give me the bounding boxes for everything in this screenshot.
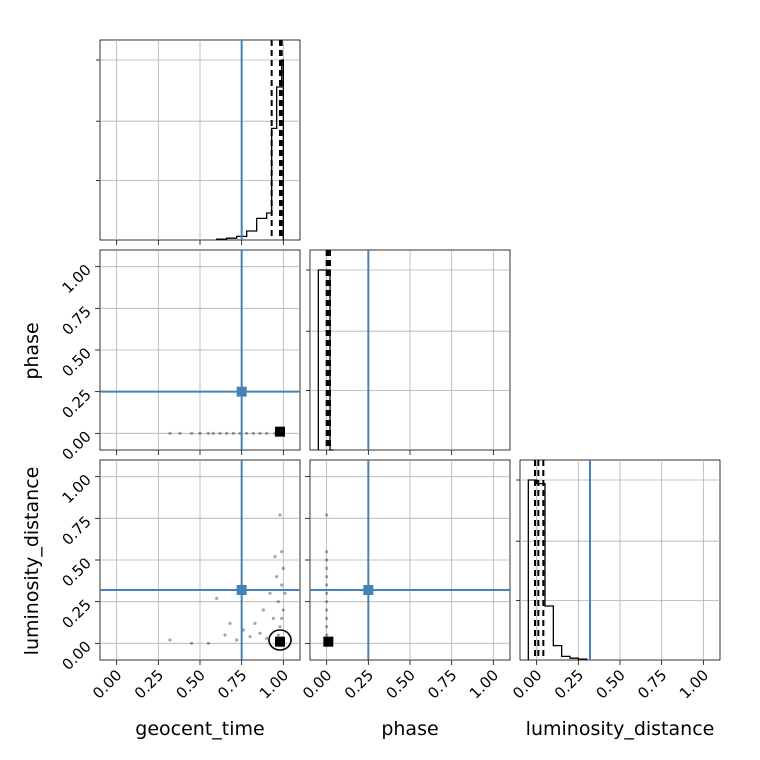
x-axis-label-geocent-time: geocent_time <box>135 718 264 740</box>
sample-point <box>276 600 280 604</box>
sample-point <box>218 431 222 435</box>
sample-point <box>325 625 329 629</box>
y-axis-label-luminosity-distance: luminosity_distance <box>21 467 43 656</box>
sample-point <box>198 431 202 435</box>
sample-point <box>325 558 329 562</box>
x-tick-label: 0.00 <box>299 666 335 702</box>
sample-point <box>325 513 329 517</box>
y-tick-label: 0.75 <box>58 302 94 338</box>
sample-point <box>178 431 182 435</box>
sample-point <box>275 575 279 579</box>
sample-point <box>273 555 277 559</box>
sample-point <box>245 431 249 435</box>
y-tick-label: 0.75 <box>58 512 94 548</box>
sample-point <box>206 641 210 645</box>
sample-point <box>206 431 210 435</box>
sample-point <box>190 431 194 435</box>
x-tick-label: 0.00 <box>509 666 545 702</box>
y-tick-label: 1.00 <box>58 471 94 507</box>
y-tick-label: 0.00 <box>58 637 94 673</box>
x-tick-label: 0.00 <box>89 666 125 702</box>
sample-point <box>265 636 269 640</box>
sample-point <box>280 616 284 620</box>
sample-point <box>325 583 329 587</box>
sample-point <box>268 591 272 595</box>
sample-point <box>261 608 265 612</box>
histogram-luminosity_distance <box>527 479 588 660</box>
y-tick-label: 0.25 <box>58 596 94 632</box>
x-tick-label: 1.00 <box>256 666 292 702</box>
density-peak <box>275 636 285 647</box>
x-tick-label: 0.50 <box>382 666 418 702</box>
x-tick-label: 0.25 <box>551 666 587 702</box>
density-peak <box>323 636 334 647</box>
sample-point <box>281 608 285 612</box>
y-tick-label: 0.50 <box>58 344 94 380</box>
panel-geocent_time-hist <box>96 39 301 245</box>
panel-geocent_time-vs-phase: 0.00 0.25 0.50 0.75 1.00 <box>58 249 301 464</box>
truth-marker <box>236 386 247 397</box>
sample-point <box>325 608 329 612</box>
y-tick-label: 1.00 <box>58 261 94 297</box>
density-peak <box>275 426 285 437</box>
sample-point <box>251 431 255 435</box>
sample-point <box>248 635 252 639</box>
sample-point <box>168 431 172 435</box>
sample-point <box>231 431 235 435</box>
x-axis-label-luminosity-distance: luminosity_distance <box>526 718 715 740</box>
sample-point <box>325 550 329 554</box>
y-axis-label-phase: phase <box>21 322 43 379</box>
sample-point <box>325 633 329 637</box>
panel-geocent_time-vs-luminosity_distance: 0.000.000.250.250.500.500.750.751.001.00 <box>58 459 301 702</box>
y-tick-label: 0.25 <box>58 386 94 422</box>
x-tick-label: 0.75 <box>634 666 670 702</box>
sample-point <box>325 616 329 620</box>
truth-marker <box>363 585 374 595</box>
sample-point <box>225 431 229 435</box>
sample-point <box>281 566 285 570</box>
sample-point <box>280 550 284 554</box>
x-tick-label: 0.75 <box>424 666 460 702</box>
sample-point <box>283 591 287 595</box>
sample-point <box>190 641 194 645</box>
sample-point <box>228 621 232 625</box>
panel-phase-vs-luminosity_distance: 0.00 0.25 0.50 0.75 1.00 <box>299 459 511 702</box>
sample-point <box>211 431 215 435</box>
truth-marker <box>236 585 247 595</box>
sample-point <box>168 638 172 642</box>
sample-point <box>253 621 257 625</box>
sample-point <box>325 600 329 604</box>
x-tick-label: 0.25 <box>341 666 377 702</box>
panel-luminosity_distance-hist: 0.00 0.25 0.50 0.75 1.00 <box>509 459 721 702</box>
sample-point <box>325 591 329 595</box>
sample-point <box>276 633 280 637</box>
panel-phase-hist <box>306 249 511 455</box>
y-tick-label: 0.50 <box>58 554 94 590</box>
sample-point <box>223 633 227 637</box>
x-tick-label: 0.25 <box>131 666 167 702</box>
x-tick-label: 0.75 <box>214 666 250 702</box>
sample-point <box>258 431 262 435</box>
contour-1sigma <box>268 629 292 651</box>
sample-point <box>278 625 282 629</box>
x-tick-label: 0.50 <box>592 666 628 702</box>
histogram-geocent_time <box>216 59 284 240</box>
sample-point <box>235 638 239 642</box>
sample-point <box>271 616 275 620</box>
x-tick-label: 0.50 <box>172 666 208 702</box>
x-axis-label-phase: phase <box>381 718 438 740</box>
sample-point <box>280 583 284 587</box>
sample-point <box>278 513 282 517</box>
x-tick-label: 1.00 <box>676 666 712 702</box>
sample-point <box>325 566 329 570</box>
y-tick-label: 0.00 <box>58 427 94 463</box>
sample-point <box>258 631 262 635</box>
sample-point <box>265 431 269 435</box>
sample-point <box>215 596 219 600</box>
sample-point <box>325 575 329 579</box>
x-tick-label: 1.00 <box>466 666 502 702</box>
